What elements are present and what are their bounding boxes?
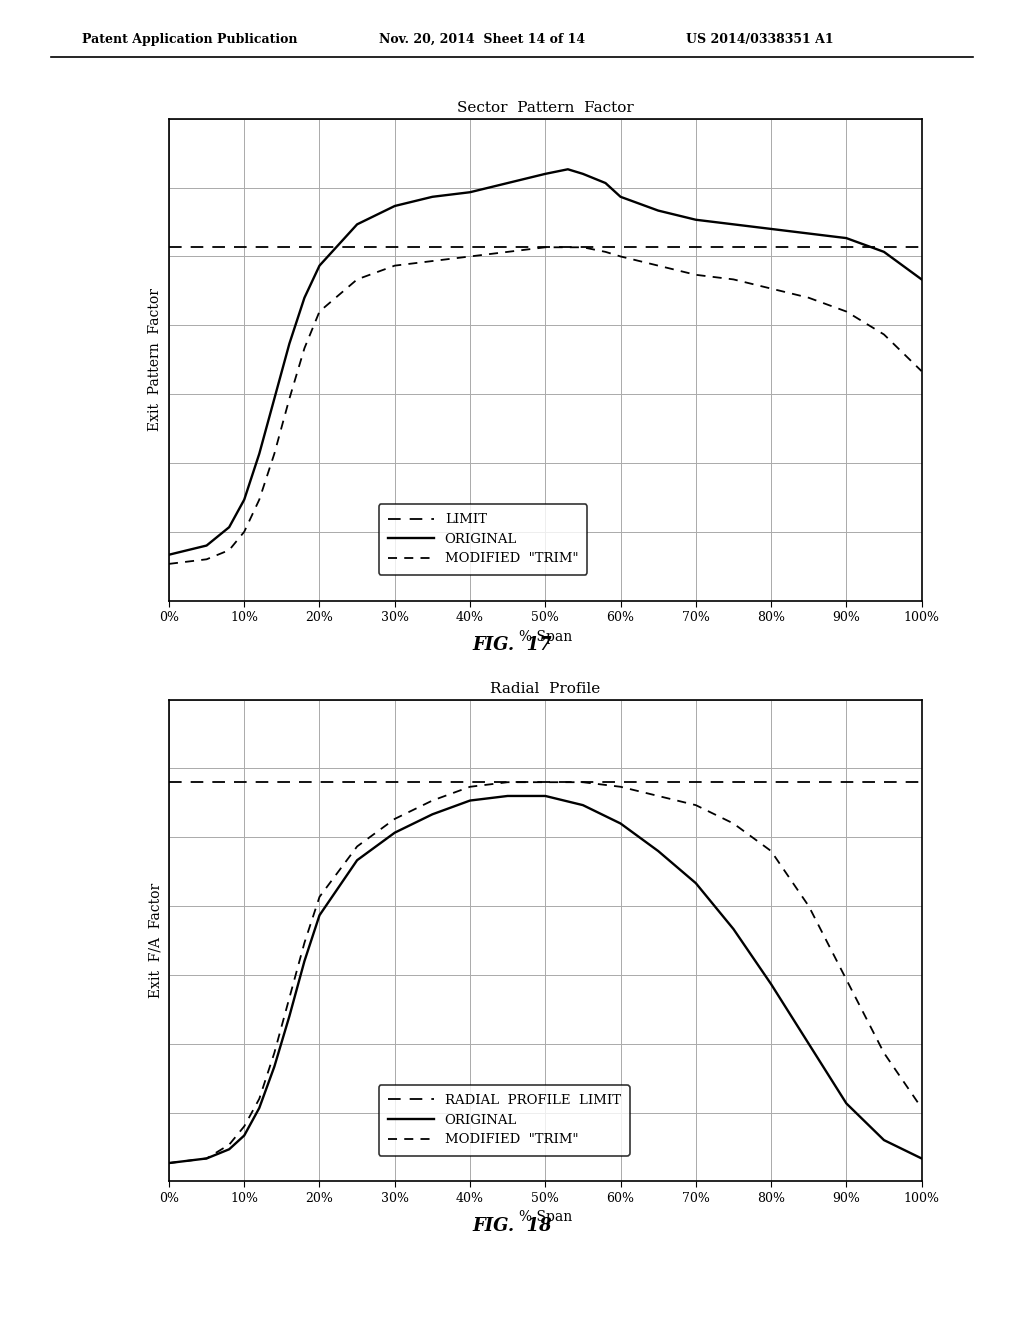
Title: Sector  Pattern  Factor: Sector Pattern Factor <box>457 100 634 115</box>
Text: US 2014/0338351 A1: US 2014/0338351 A1 <box>686 33 834 46</box>
Text: FIG.  18: FIG. 18 <box>472 1217 552 1236</box>
Text: FIG.  17: FIG. 17 <box>472 636 552 655</box>
Legend: RADIAL  PROFILE  LIMIT, ORIGINAL, MODIFIED  "TRIM": RADIAL PROFILE LIMIT, ORIGINAL, MODIFIED… <box>379 1085 630 1155</box>
Title: Radial  Profile: Radial Profile <box>490 681 600 696</box>
Text: Patent Application Publication: Patent Application Publication <box>82 33 297 46</box>
Y-axis label: Exit  F/A  Factor: Exit F/A Factor <box>148 883 162 998</box>
X-axis label: % Span: % Span <box>518 1210 572 1225</box>
Y-axis label: Exit  Pattern  Factor: Exit Pattern Factor <box>148 288 162 432</box>
Text: Nov. 20, 2014  Sheet 14 of 14: Nov. 20, 2014 Sheet 14 of 14 <box>379 33 585 46</box>
Legend: LIMIT, ORIGINAL, MODIFIED  "TRIM": LIMIT, ORIGINAL, MODIFIED "TRIM" <box>379 504 588 574</box>
X-axis label: % Span: % Span <box>518 630 572 644</box>
